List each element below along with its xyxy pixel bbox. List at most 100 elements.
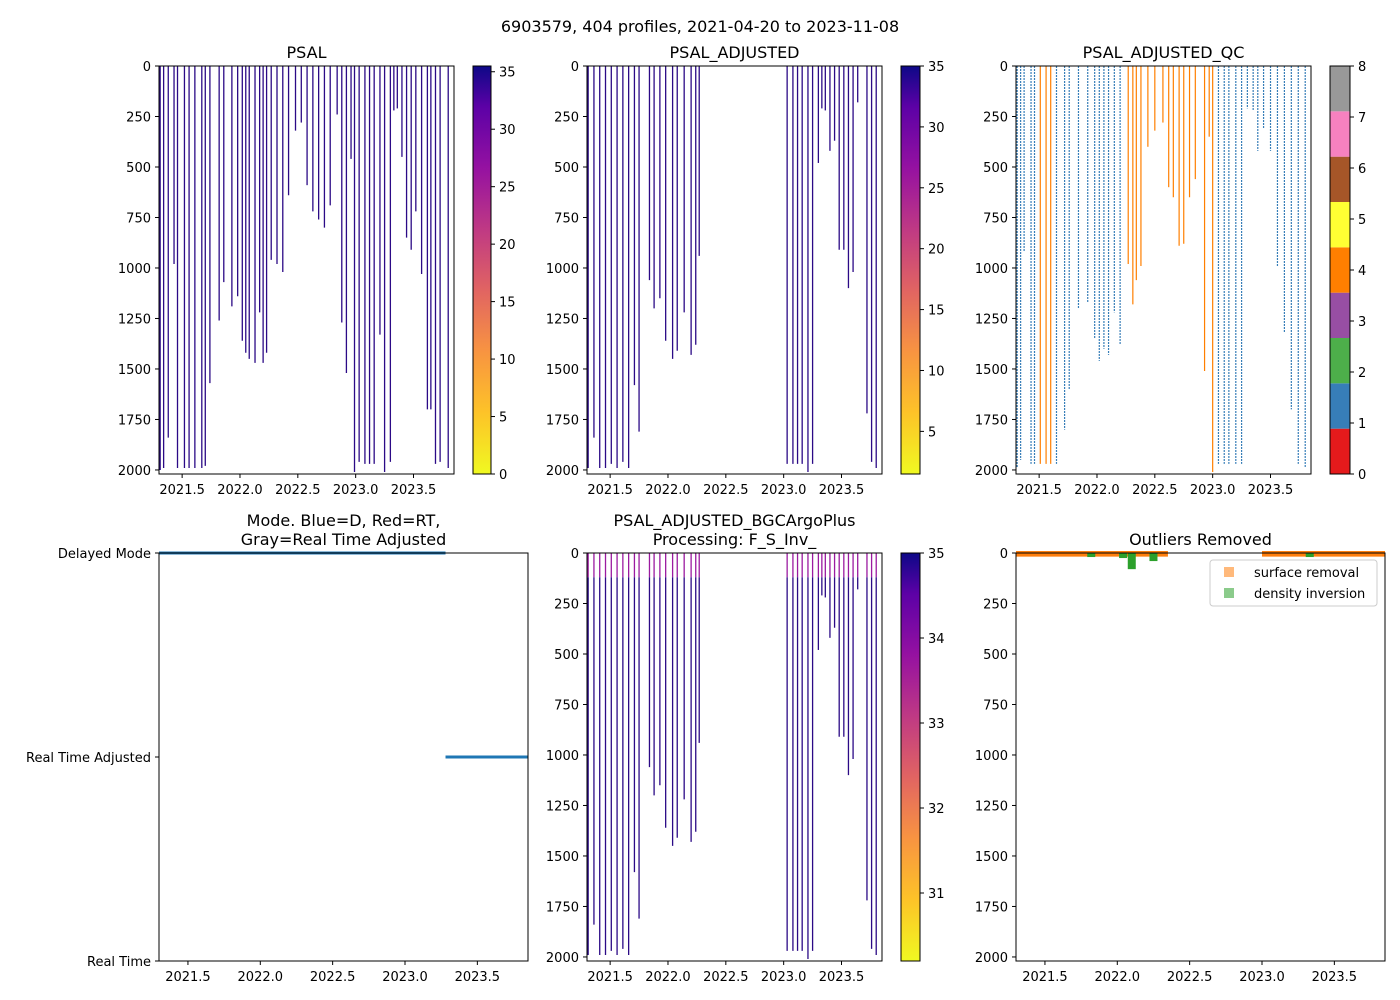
x-tick-label: 2022.5	[1132, 483, 1178, 498]
x-tick-label: 2023.0	[382, 970, 428, 985]
x-tick-label: 2021.5	[587, 970, 633, 985]
colorbar-tick-label: 15	[499, 296, 516, 311]
colorbar-tick-label: 2	[1358, 366, 1366, 381]
colorbar-tick-label: 3	[1358, 315, 1366, 330]
panel-outliers-removed: 2021.5 2022.0 2022.5 2023.0 2023.5 0 250 500 750…	[975, 530, 1386, 985]
panel-psal-adjusted-qc: 2021.5 2022.0 2022.5 2023.0 2023.50250500750…	[975, 43, 1366, 498]
y-tick-label: 750	[554, 211, 579, 226]
x-tick-label: 2022.0	[645, 970, 691, 985]
colorbar-tick-label: 15	[928, 304, 945, 319]
colorbar-tick-label: 10	[928, 364, 945, 379]
x-tick-label: 2023.5	[1248, 483, 1294, 498]
panel-bgc-argo-plus: 2021.5 2022.0 2022.5 2023.0 2023.5 0 250 500 750…	[546, 511, 945, 985]
panel-title: Mode. Blue=D, Red=RT,	[247, 511, 441, 530]
y-tick-label: 1750	[546, 900, 579, 915]
figure-suptitle: 6903579, 404 profiles, 2021-04-20 to 202…	[501, 17, 899, 36]
y-tick-label: 2000	[546, 951, 579, 966]
legend-swatch	[1224, 588, 1234, 598]
y-tick-label: 750	[983, 211, 1008, 226]
y-tick-label: 750	[983, 698, 1008, 713]
y-tick-label: 1500	[546, 850, 579, 865]
y-tick-label: 0	[143, 60, 151, 75]
colorbar-tick-label: 34	[928, 632, 945, 647]
x-tick-label: 2023.5	[455, 970, 501, 985]
y-tick-label: 2000	[975, 464, 1008, 479]
colorbar-tick-label: 30	[928, 121, 945, 136]
y-tick-label: 2000	[546, 464, 579, 479]
colorbar-segment	[1330, 247, 1350, 293]
axes-frame	[158, 65, 455, 475]
panel-mode: 2021.5 2022.0 2022.5 2023.0 2023.5 Delayed Mo…	[26, 511, 529, 985]
density-inversion-marker	[1305, 553, 1314, 558]
y-tick-label: 1500	[975, 363, 1008, 378]
colorbar-tick-label: 8	[1358, 60, 1366, 75]
colorbar-tick-label: 32	[928, 802, 945, 817]
x-tick-label: 2021.5	[159, 483, 205, 498]
x-tick-label: 2023.5	[1312, 970, 1358, 985]
colorbar-tick-label: 35	[928, 60, 945, 75]
x-tick-label: 2021.5	[587, 483, 633, 498]
plot-area	[587, 553, 882, 961]
x-tick-label: 2023.0	[1190, 483, 1236, 498]
density-inversion-marker	[1119, 553, 1128, 559]
colorbar-tick-label: 25	[928, 182, 945, 197]
panel-psal-adjusted: 2021.5 2022.0 2022.5 2023.0 2023.5 0 250 500 750…	[546, 43, 945, 498]
colorbar-tick-label: 10	[499, 353, 516, 368]
x-tick-label: 2021.5	[1022, 970, 1068, 985]
y-tick-label: 1250	[975, 799, 1008, 814]
colorbar-tick-label: 4	[1358, 264, 1366, 279]
colorbar-tick-label: 35	[499, 66, 516, 81]
axes-frame	[586, 65, 883, 475]
x-tick-label: 2022.5	[1167, 970, 1213, 985]
y-tick-label: 0	[1000, 547, 1008, 562]
colorbar-tick-label: 35	[928, 547, 945, 562]
panel-title: PSAL_ADJUSTED_QC	[1083, 43, 1245, 63]
y-tick-label: Real Time Adjusted	[26, 751, 151, 766]
x-tick-label: 2022.0	[217, 483, 263, 498]
colorbar-segment	[1330, 428, 1350, 474]
colorbar-tick-label: 5	[928, 425, 936, 440]
colorbar-tick-label: 7	[1358, 111, 1366, 126]
colorbar-tick-label: 6	[1358, 162, 1366, 177]
legend-label: surface removal	[1254, 566, 1359, 581]
x-tick-label: 2022.5	[703, 970, 749, 985]
x-tick-label: 2023.0	[1239, 970, 1285, 985]
colorbar-tick-label: 5	[1358, 213, 1366, 228]
x-tick-label: 2023.5	[391, 483, 437, 498]
x-tick-label: 2021.5	[1016, 483, 1062, 498]
x-tick-label: 2022.5	[275, 483, 321, 498]
plot-area	[1016, 553, 1385, 961]
colorbar-frame	[900, 552, 921, 962]
y-tick-label: 0	[1000, 60, 1008, 75]
panel-psal: 2021.5 2022.0 2022.5 2023.0 2023.50250500750…	[118, 43, 516, 498]
colorbar-tick-label: 25	[499, 181, 516, 196]
y-tick-label: 1250	[118, 312, 151, 327]
y-tick-label: 500	[983, 648, 1008, 663]
y-tick-label: 0	[571, 547, 579, 562]
plot-area	[587, 66, 882, 474]
colorbar-segment	[1330, 66, 1350, 112]
plot-area	[1016, 66, 1311, 474]
colorbar-tick-label: 0	[499, 468, 507, 483]
density-inversion-marker	[1149, 553, 1158, 562]
colorbar-frame	[472, 65, 492, 475]
x-tick-label: 2023.0	[333, 483, 379, 498]
x-tick-label: 2022.5	[703, 483, 749, 498]
colorbar-tick-label: 20	[928, 243, 945, 258]
colorbar-gradient	[901, 553, 920, 961]
y-tick-label: 500	[126, 161, 151, 176]
density-inversion-marker	[1127, 553, 1136, 570]
panel-title: Gray=Real Time Adjusted	[241, 530, 447, 549]
panel-title: PSAL	[287, 43, 327, 62]
x-tick-label: 2022.0	[1095, 970, 1141, 985]
panel-title: Processing: F_S_Inv_	[653, 530, 818, 550]
surface-removal-band	[1262, 551, 1385, 557]
axes-frame	[1015, 552, 1386, 962]
y-tick-label: 1250	[546, 799, 579, 814]
y-tick-label: 1000	[546, 262, 579, 277]
legend-swatch	[1224, 567, 1234, 577]
colorbar-tick-label: 20	[499, 238, 516, 253]
colorbar-segment	[1330, 338, 1350, 384]
colorbar-tick-label: 31	[928, 887, 945, 902]
